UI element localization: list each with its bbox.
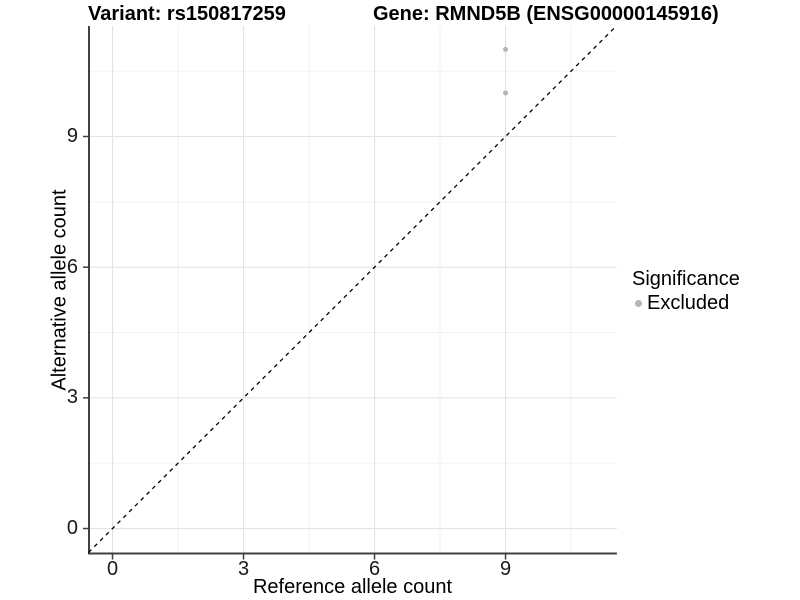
y-tick-label: 6 bbox=[66, 255, 78, 278]
plot-panel bbox=[83, 26, 618, 560]
x-tick-label: 3 bbox=[237, 558, 250, 580]
x-axis-title: Reference allele count bbox=[252, 576, 452, 598]
gene-title: Gene: RMND5B (ENSG00000145916) bbox=[373, 3, 719, 25]
data-point bbox=[503, 46, 509, 52]
identity-dashed-line bbox=[88, 26, 618, 553]
y-tick-label: 9 bbox=[66, 125, 78, 147]
x-tick-label: 6 bbox=[368, 558, 381, 580]
legend: Significance Excluded bbox=[632, 269, 740, 314]
x-tick-label: 9 bbox=[499, 558, 512, 580]
legend-item-label: Excluded bbox=[647, 292, 730, 314]
legend-item-excluded: Excluded bbox=[632, 293, 740, 314]
y-axis-title: Alternative allele count bbox=[48, 189, 71, 391]
y-tick-label: 3 bbox=[66, 386, 78, 409]
y-tick-label: 0 bbox=[66, 517, 78, 540]
x-tick-label: 0 bbox=[106, 558, 119, 580]
excluded-dot-icon bbox=[635, 300, 642, 307]
variant-title: Variant: rs150817259 bbox=[88, 3, 286, 25]
legend-title: Significance bbox=[632, 268, 740, 290]
data-point bbox=[503, 90, 509, 96]
